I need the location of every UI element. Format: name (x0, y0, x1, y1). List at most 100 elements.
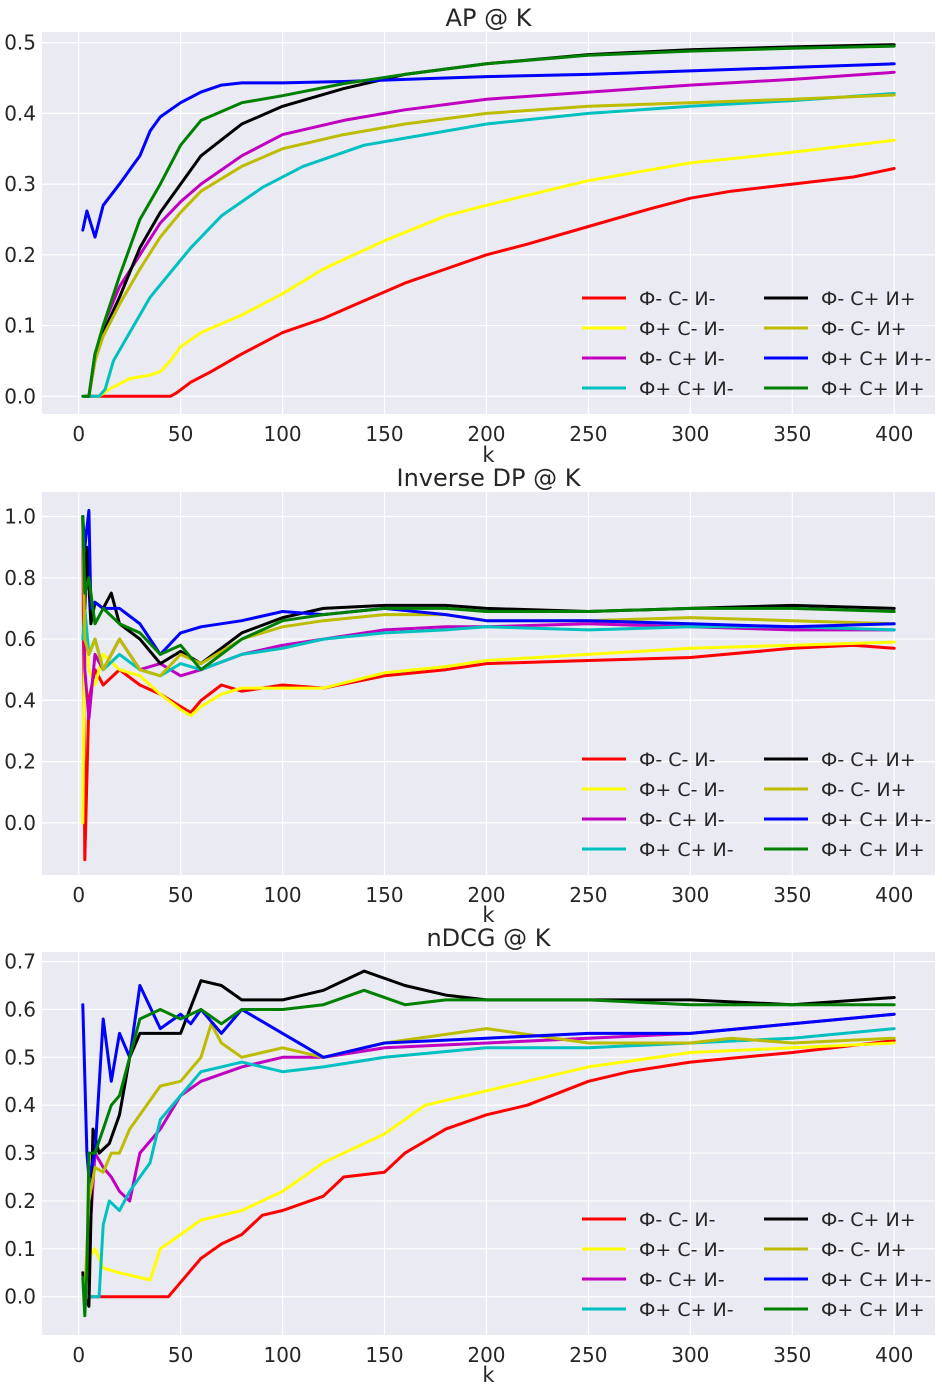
x-tick-label: 50 (168, 1343, 193, 1367)
series-line-6 (83, 1022, 896, 1299)
y-tick-label: 0.0 (4, 384, 36, 408)
legend-label: Ф+ С- И- (639, 318, 725, 340)
x-tick-label: 300 (671, 422, 709, 446)
x-tick-label: 400 (875, 422, 913, 446)
x-tick-label: 150 (365, 422, 403, 446)
series-line-7 (81, 984, 896, 1179)
legend-label: Ф- С- И- (639, 749, 715, 771)
x-tick-label: 0 (72, 883, 85, 907)
legend-label: Ф+ С+ И+ (821, 378, 925, 400)
legend-label: Ф- С- И- (639, 1209, 715, 1231)
x-tick-label: 250 (569, 1343, 607, 1367)
y-tick-label: 0.4 (4, 1093, 36, 1117)
legend-label: Ф+ С- И- (639, 779, 725, 801)
legend: Ф- С- И- Ф+ С- И- Ф- С+ И- Ф+ С+ И- Ф- С+ И+… (582, 288, 932, 400)
legend-label: Ф+ С+ И+ (821, 1299, 925, 1321)
legend-label: Ф- С- И+ (821, 779, 907, 801)
series-line-1 (81, 515, 896, 862)
y-tick-label: 0.4 (4, 688, 36, 712)
series-line-7 (81, 62, 896, 239)
y-tick-label: 0.3 (4, 172, 36, 196)
legend-label: Ф+ С- И- (639, 1239, 725, 1261)
series-line-8 (81, 44, 896, 398)
y-tick-label: 0.2 (4, 243, 36, 267)
legend-label: Ф+ С+ И+- (821, 348, 932, 370)
legend-label: Ф+ С+ И+ (821, 839, 925, 861)
x-tick-label: 350 (773, 1343, 811, 1367)
x-tick-label: 300 (671, 1343, 709, 1367)
x-tick-label: 350 (773, 883, 811, 907)
legend-label: Ф+ С+ И- (639, 839, 734, 861)
legend-label: Ф- С- И- (639, 288, 715, 310)
legend-label: Ф- С+ И- (639, 348, 725, 370)
x-tick-label: 250 (569, 883, 607, 907)
x-axis-label: k (482, 1363, 495, 1387)
x-tick-label: 100 (263, 1343, 301, 1367)
series-line-2 (97, 138, 896, 398)
series-line-2 (81, 606, 896, 825)
plot-area (42, 492, 935, 875)
legend-label: Ф+ С+ И+- (821, 1269, 932, 1291)
x-tick-label: 400 (875, 883, 913, 907)
y-tick-label: 0.1 (4, 314, 36, 338)
y-tick-label: 1.0 (4, 505, 36, 529)
panel-1: 0 50 100 150 200 250 300 350 400 0.0 0.1 0.2 0.3 0.4 0… (4, 4, 935, 467)
x-tick-label: 50 (168, 883, 193, 907)
legend: Ф- С- И- Ф+ С- И- Ф- С+ И- Ф+ С+ И- Ф- С+ И+… (582, 1209, 932, 1321)
y-tick-label: 0.0 (4, 1285, 36, 1309)
panel-2: 0 50 100 150 200 250 300 350 400 0.0 0.2 0.4 0.6 0.8 1… (4, 464, 935, 927)
series-line-1 (87, 167, 896, 398)
legend-label: Ф+ С+ И- (639, 378, 734, 400)
y-tick-label: 0.3 (4, 1141, 36, 1165)
x-axis-label: k (482, 443, 495, 467)
series-line-8 (81, 515, 896, 672)
x-tick-label: 150 (365, 883, 403, 907)
legend-label: Ф- С+ И+ (821, 1209, 916, 1231)
legend-label: Ф- С- И+ (821, 1239, 907, 1261)
x-tick-label: 300 (671, 883, 709, 907)
y-tick-label: 0.1 (4, 1237, 36, 1261)
y-tick-label: 0.0 (4, 811, 36, 835)
x-tick-label: 150 (365, 1343, 403, 1367)
y-tick-label: 0.8 (4, 566, 36, 590)
series-line-8 (81, 988, 896, 1318)
y-tick-label: 0.6 (4, 627, 36, 651)
y-tick-label: 0.2 (4, 1189, 36, 1213)
x-tick-label: 400 (875, 1343, 913, 1367)
legend-label: Ф+ С+ И- (639, 1299, 734, 1321)
legend-label: Ф+ С+ И+- (821, 809, 932, 831)
series-line-2 (87, 1041, 896, 1282)
x-tick-label: 0 (72, 422, 85, 446)
legend-label: Ф- С+ И- (639, 1269, 725, 1291)
x-tick-label: 100 (263, 883, 301, 907)
x-tick-label: 200 (467, 883, 505, 907)
x-axis-label: k (482, 903, 495, 927)
x-tick-label: 50 (168, 422, 193, 446)
x-tick-label: 100 (263, 422, 301, 446)
y-tick-label: 0.5 (4, 1045, 36, 1069)
panel-3: 0 50 100 150 200 250 300 350 400 0.0 0.1 0.2 0.3 0.4 0… (4, 924, 935, 1387)
y-tick-label: 0.7 (4, 950, 36, 974)
legend-label: Ф- С+ И+ (821, 288, 916, 310)
chart-title: Inverse DP @ K (397, 464, 582, 492)
y-tick-label: 0.5 (4, 31, 36, 55)
legend: Ф- С- И- Ф+ С- И- Ф- С+ И- Ф+ С+ И- Ф- С+ И+… (582, 749, 932, 861)
y-tick-label: 0.6 (4, 997, 36, 1021)
y-tick-label: 0.2 (4, 750, 36, 774)
chart-title: nDCG @ K (426, 924, 551, 952)
legend-label: Ф- С+ И+ (821, 749, 916, 771)
y-tick-label: 0.4 (4, 101, 36, 125)
x-tick-label: 200 (467, 422, 505, 446)
series-line-1 (87, 1039, 896, 1299)
legend-label: Ф- С- И+ (821, 318, 907, 340)
x-tick-label: 250 (569, 422, 607, 446)
chart-title: AP @ K (446, 4, 533, 32)
plot-area (42, 32, 935, 414)
legend-label: Ф- С+ И- (639, 809, 725, 831)
series-line-6 (83, 93, 896, 398)
series-line-4 (87, 1027, 896, 1299)
series-line-4 (87, 92, 896, 398)
x-tick-label: 0 (72, 1343, 85, 1367)
